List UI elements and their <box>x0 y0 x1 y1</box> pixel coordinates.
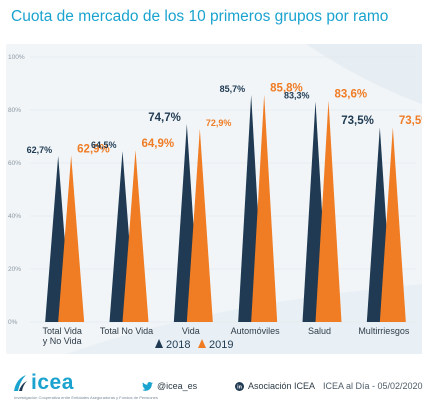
logo-subtitle: Investigación Cooperativa entre Entidade… <box>14 395 158 400</box>
bar-2019 <box>122 150 149 322</box>
bars <box>45 94 406 323</box>
icea-logo[interactable]: icea <box>12 372 74 393</box>
chart-area: 0% 20% 40% 60% 80% 100% 62,7% 62,9% 64,5% 64,9% 7… <box>6 44 422 354</box>
category-label: Multirriesgos <box>358 326 410 336</box>
data-label-2019: 73,5% <box>399 115 422 127</box>
data-label-2019: 72,9% <box>206 118 232 128</box>
legend: 2018 2019 <box>155 339 233 351</box>
category-label: Vida <box>182 326 200 336</box>
category-label: Automóviles <box>231 326 281 336</box>
legend-marker-2019 <box>198 339 206 348</box>
category-label: Total No Vida <box>100 326 153 336</box>
data-label-2018: 74,7% <box>148 112 181 124</box>
grid: 0% 20% 40% 60% 80% 100% <box>8 54 416 326</box>
svg-text:in: in <box>237 384 242 390</box>
bar-2019 <box>251 94 278 322</box>
twitter-link[interactable]: @icea_es <box>142 381 197 391</box>
category-label: y No Vida <box>43 336 82 346</box>
y-tick-label: 0% <box>8 319 18 326</box>
icea-logo-icon <box>14 375 27 391</box>
publication-date: ICEA al Día - 05/02/2020 <box>323 381 423 391</box>
data-label-2018: 64,5% <box>91 140 117 150</box>
category-label: Total Vida <box>42 326 81 336</box>
bar-2019 <box>186 128 213 322</box>
data-label-2018: 83,3% <box>284 90 310 100</box>
bar-2019 <box>379 127 406 322</box>
linkedin-name: Asociación ICEA <box>248 381 316 391</box>
y-tick-label: 80% <box>8 107 21 114</box>
data-label-2019: 85,8% <box>270 83 303 95</box>
twitter-handle: @icea_es <box>157 381 198 391</box>
background-shape <box>306 44 422 104</box>
linkedin-icon: in <box>235 381 244 391</box>
bar-2019 <box>58 155 85 322</box>
category-label: Salud <box>308 326 331 336</box>
bar-2019 <box>315 100 342 323</box>
twitter-icon <box>142 381 153 391</box>
y-tick-label: 40% <box>8 213 21 220</box>
chart-title: Cuota de mercado de los 10 primeros grup… <box>11 8 389 25</box>
legend-label-2018: 2018 <box>166 339 190 351</box>
y-tick-label: 60% <box>8 160 21 167</box>
value-labels: 62,7% 62,9%64,5% 64,9% 74,7% 72,9% 85,7% 85,8%… <box>27 83 422 156</box>
chart-svg: 0% 20% 40% 60% 80% 100% 62,7% 62,9%64,5% 64,9% 7… <box>8 44 422 354</box>
data-label-2018: 62,7% <box>27 145 53 155</box>
logo-text: icea <box>31 371 74 394</box>
legend-label-2019: 2019 <box>209 339 233 351</box>
data-label-2019: 64,9% <box>142 138 175 150</box>
data-label-2019: 83,6% <box>335 88 368 100</box>
data-label-2018: 73,5% <box>341 115 374 127</box>
data-label-2018: 85,7% <box>220 84 246 94</box>
legend-marker-2018 <box>155 339 163 348</box>
y-tick-label: 20% <box>8 266 21 273</box>
data-label-2019: 62,9% <box>77 143 110 155</box>
linkedin-link[interactable]: in Asociación ICEA <box>235 381 315 391</box>
y-tick-label: 100% <box>8 54 25 61</box>
